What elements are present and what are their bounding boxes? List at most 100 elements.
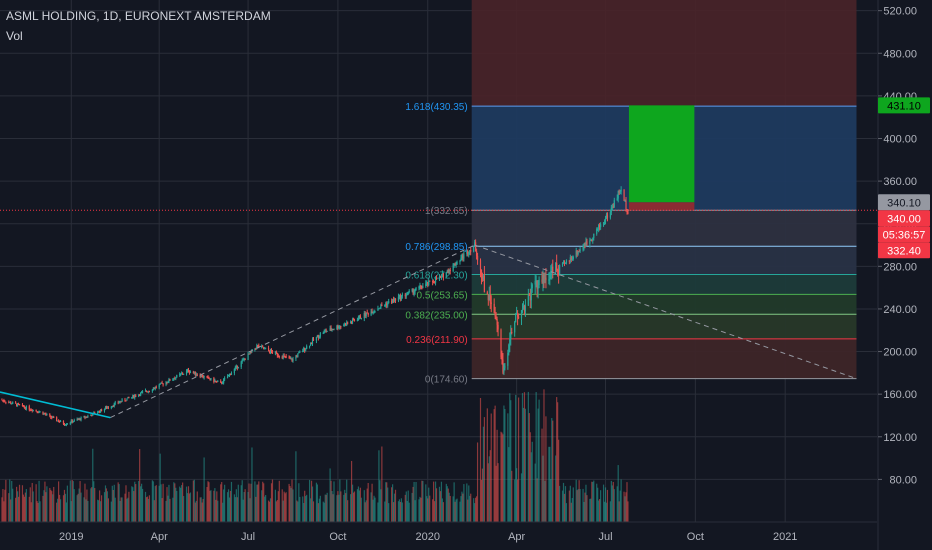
- candle-body: [124, 399, 126, 401]
- candle-body: [600, 224, 602, 227]
- candle-body: [174, 378, 176, 380]
- volume-bar: [135, 484, 137, 522]
- volume-bar: [103, 492, 106, 522]
- candle-body: [517, 313, 519, 317]
- volume-bar: [427, 498, 429, 522]
- volume-bar: [497, 463, 499, 522]
- volume-bar: [482, 426, 485, 522]
- candle-body: [325, 330, 327, 332]
- candle-body: [371, 311, 373, 314]
- volume-bar: [112, 489, 114, 522]
- candle-body: [73, 419, 75, 422]
- volume-bar: [229, 490, 232, 522]
- volume-bar: [202, 498, 204, 522]
- volume-bar: [576, 490, 578, 522]
- candle-body: [583, 245, 585, 248]
- candle-body: [508, 344, 510, 353]
- candle-body: [148, 390, 151, 392]
- candle-body: [77, 419, 79, 421]
- candle-body: [103, 409, 106, 412]
- candle-body: [555, 262, 557, 272]
- volume-bar: [49, 487, 51, 522]
- candle-body: [528, 294, 530, 296]
- volume-bar: [69, 480, 71, 522]
- volume-bar: [59, 499, 62, 522]
- candle-body: [134, 395, 136, 398]
- time-tick-label: Oct: [329, 531, 346, 543]
- candle-body: [475, 242, 477, 252]
- volume-bar: [180, 487, 182, 522]
- candle-body: [545, 277, 547, 281]
- volume-bar: [214, 488, 216, 522]
- candle-body: [590, 239, 592, 241]
- candle-body: [610, 207, 612, 213]
- volume-bar: [618, 501, 620, 522]
- volume-bar: [162, 483, 164, 522]
- candle-body: [106, 407, 109, 409]
- volume-bar: [17, 496, 20, 522]
- volume-bar: [507, 413, 509, 522]
- candle-body: [324, 330, 326, 332]
- candle-body: [323, 330, 325, 333]
- candle-body: [558, 270, 560, 275]
- volume-bar: [80, 492, 82, 522]
- candle-body: [624, 200, 626, 202]
- candle-body: [433, 282, 435, 284]
- symbol-title[interactable]: ASML HOLDING, 1D, EURONEXT AMSTERDAM: [6, 9, 271, 23]
- volume-bar: [429, 495, 431, 522]
- candle-body: [495, 316, 497, 319]
- volume-bar: [563, 493, 566, 522]
- volume-bar: [466, 483, 468, 522]
- candle-body: [377, 308, 379, 311]
- candle-body: [609, 212, 611, 218]
- volume-indicator-label[interactable]: Vol: [6, 29, 23, 43]
- candle-body: [128, 396, 130, 398]
- candle-body: [302, 350, 304, 352]
- volume-bar: [456, 498, 458, 522]
- candle-body: [593, 233, 595, 239]
- volume-bar: [351, 484, 354, 522]
- volume-bar: [447, 488, 449, 522]
- candle-body: [210, 377, 212, 380]
- grid-lines: [0, 0, 877, 522]
- volume-bar: [504, 408, 506, 522]
- volume-bar: [24, 492, 26, 522]
- volume-bar: [127, 497, 129, 522]
- candle-body: [76, 419, 78, 421]
- price-tag-box: [878, 242, 930, 259]
- volume-bar: [25, 489, 27, 522]
- candle-body: [370, 311, 372, 315]
- candle-body: [309, 342, 312, 346]
- candle-body: [592, 238, 594, 241]
- volume-bar: [625, 492, 627, 522]
- candle-body: [603, 221, 606, 223]
- volume-bar: [118, 484, 120, 522]
- volume-bar: [529, 432, 531, 522]
- candle-body: [541, 279, 543, 282]
- candle-body: [487, 294, 489, 301]
- candle-body: [21, 404, 24, 406]
- candle-body: [140, 392, 142, 396]
- volume-bar: [138, 481, 140, 522]
- volume-bar: [324, 494, 326, 522]
- volume-bar: [487, 463, 489, 522]
- volume-bar: [503, 405, 505, 522]
- candle-body: [365, 312, 367, 317]
- candle-body: [276, 352, 278, 356]
- candle-body: [347, 322, 349, 324]
- volume-bar: [230, 481, 233, 522]
- volume-bar: [535, 392, 537, 522]
- candle-body: [104, 407, 107, 410]
- volume-bar: [391, 484, 394, 522]
- candle-body: [200, 375, 202, 378]
- volume-bar: [521, 393, 524, 522]
- candle-body: [199, 374, 201, 378]
- candle-body: [426, 282, 428, 284]
- candle-body: [195, 374, 197, 376]
- volume-bar: [11, 480, 13, 522]
- candle-body: [497, 324, 499, 330]
- volume-bar: [305, 496, 307, 522]
- volume-bar: [297, 501, 299, 522]
- volume-bar: [132, 487, 134, 522]
